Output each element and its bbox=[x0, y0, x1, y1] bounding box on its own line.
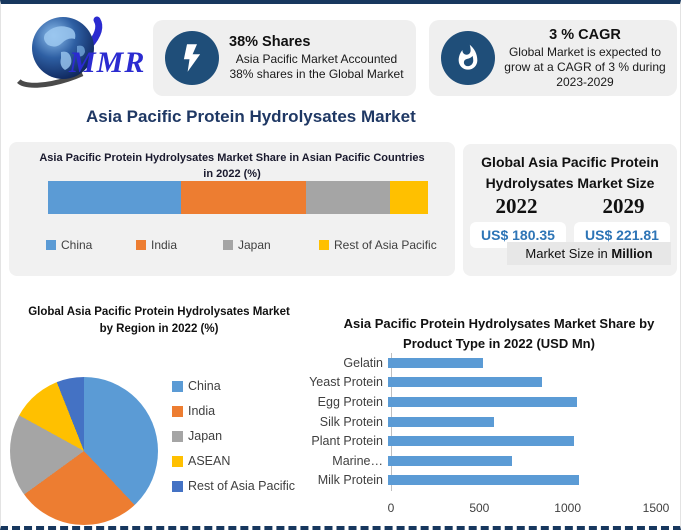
note-prefix: Market Size in bbox=[525, 246, 612, 261]
bar-track bbox=[388, 431, 653, 451]
bar-category-label: Gelatin bbox=[343, 355, 383, 370]
bar-category-label: Yeast Protein bbox=[309, 375, 383, 390]
bar bbox=[388, 396, 578, 407]
stacked-segment bbox=[181, 181, 307, 214]
legend-label: Rest of Asia Pacific bbox=[334, 238, 437, 252]
bar-track bbox=[388, 412, 653, 432]
legend-swatch-icon bbox=[172, 455, 183, 467]
legend-swatch-icon bbox=[223, 240, 233, 250]
flame-icon bbox=[441, 31, 495, 85]
pie-legend: China India Japan ASEAN Rest of Asia Pacific bbox=[172, 379, 295, 493]
stacked-bar-panel: Asia Pacific Protein Hydrolysates Market… bbox=[9, 142, 455, 276]
stat-description: Asia Pacific Market Accounted 38% shares… bbox=[229, 52, 404, 81]
bar-track bbox=[388, 451, 653, 471]
legend-swatch-icon bbox=[136, 240, 146, 250]
legend-label: Japan bbox=[238, 238, 271, 252]
bar-row: Marine… bbox=[301, 451, 669, 471]
product-rows: Gelatin Yeast Protein Egg Protein Silk Prot… bbox=[301, 353, 669, 490]
legend-swatch-icon bbox=[172, 405, 183, 417]
legend-item: Rest of Asia Pacific bbox=[319, 238, 437, 252]
legend-swatch-icon bbox=[46, 240, 56, 250]
stat-description: Global Market is expected to grow at a C… bbox=[504, 44, 666, 89]
legend-item: India bbox=[172, 404, 295, 418]
bar bbox=[388, 377, 542, 388]
note-unit: Million bbox=[611, 246, 653, 261]
bar-category-label: Silk Protein bbox=[319, 414, 383, 429]
legend-swatch-icon bbox=[319, 240, 329, 250]
logo-text: MMR bbox=[69, 46, 146, 79]
mmr-logo: MMR bbox=[11, 12, 156, 96]
x-tick-label: 500 bbox=[469, 501, 490, 515]
bar-row: Silk Protein bbox=[301, 412, 669, 432]
bar-row: Gelatin bbox=[301, 353, 669, 373]
market-size-panel: Global Asia Pacific Protein Hydrolysates… bbox=[463, 144, 677, 276]
market-size-years: 2022 2029 bbox=[463, 194, 677, 219]
stat-card-shares: 38% Shares Asia Pacific Market Accounted… bbox=[153, 20, 416, 96]
bar-row: Milk Protein bbox=[301, 471, 669, 491]
legend-item: Japan bbox=[223, 238, 319, 252]
legend-label: India bbox=[151, 238, 178, 252]
legend-swatch-icon bbox=[172, 380, 183, 392]
bar-category-label: Egg Protein bbox=[317, 394, 383, 409]
bar bbox=[388, 436, 574, 447]
lightning-icon bbox=[165, 31, 219, 85]
stat-title: 3 % CAGR bbox=[549, 26, 621, 43]
bar-row: Plant Protein bbox=[301, 431, 669, 451]
bar bbox=[388, 416, 494, 427]
product-bar-chart: Gelatin Yeast Protein Egg Protein Silk Prot… bbox=[301, 353, 669, 523]
legend-label: Japan bbox=[188, 429, 223, 443]
stat-card-text: 38% Shares Asia Pacific Market Accounted… bbox=[219, 34, 406, 82]
globe-icon bbox=[14, 16, 112, 88]
pie-chart-title: Global Asia Pacific Protein Hydrolysates… bbox=[28, 306, 290, 336]
bar bbox=[388, 475, 579, 486]
stat-title: 38% Shares bbox=[229, 34, 311, 50]
bar-track bbox=[388, 353, 653, 373]
stacked-legend: China India Japan Rest of Asia Pacific bbox=[46, 238, 446, 252]
stacked-segment bbox=[48, 181, 181, 214]
legend-item: ASEAN bbox=[172, 454, 295, 468]
stacked-segment bbox=[306, 181, 390, 214]
bar bbox=[388, 357, 484, 368]
legend-item: Japan bbox=[172, 429, 295, 443]
product-chart-title: Asia Pacific Protein Hydrolysates Market… bbox=[343, 316, 655, 351]
stat-card-cagr: 3 % CAGR Global Market is expected to gr… bbox=[429, 20, 677, 96]
stat-card-text: 3 % CAGR Global Market is expected to gr… bbox=[495, 27, 667, 90]
legend-label: China bbox=[61, 238, 93, 252]
legend-label: India bbox=[188, 404, 216, 418]
x-tick-label: 1000 bbox=[554, 501, 582, 515]
market-size-note: Market Size in Million bbox=[507, 242, 671, 265]
x-tick-label: 0 bbox=[387, 501, 395, 515]
year-2022-label: 2022 bbox=[495, 194, 538, 218]
x-tick-label: 1500 bbox=[642, 501, 670, 515]
legend-item: India bbox=[136, 238, 223, 252]
page-title: Asia Pacific Protein Hydrolysates Market bbox=[86, 107, 416, 126]
bar bbox=[388, 455, 512, 466]
bar-track bbox=[388, 471, 653, 491]
legend-item: China bbox=[172, 379, 295, 393]
legend-swatch-icon bbox=[172, 480, 183, 492]
legend-swatch-icon bbox=[172, 430, 183, 442]
legend-label: ASEAN bbox=[188, 454, 231, 468]
product-xaxis: 0 500 1000 1500 bbox=[387, 501, 670, 517]
stacked-bar bbox=[48, 181, 428, 214]
bar-track bbox=[388, 392, 653, 412]
bar-track bbox=[388, 373, 653, 393]
stacked-chart-title: Asia Pacific Protein Hydrolysates Market… bbox=[39, 152, 425, 180]
legend-item: Rest of Asia Pacific bbox=[172, 479, 295, 493]
market-size-title: Global Asia Pacific Protein Hydrolysates… bbox=[481, 154, 659, 191]
market-size-value-2022: US$ 180.35 bbox=[470, 222, 566, 248]
legend-label: China bbox=[188, 379, 221, 393]
pie-chart bbox=[10, 377, 158, 525]
year-2029-label: 2029 bbox=[602, 194, 645, 218]
bar-category-label: Marine… bbox=[332, 453, 383, 468]
legend-item: China bbox=[46, 238, 136, 252]
bar-row: Egg Protein bbox=[301, 392, 669, 412]
stacked-segment bbox=[390, 181, 428, 214]
legend-label: Rest of Asia Pacific bbox=[188, 479, 295, 493]
bar-category-label: Plant Protein bbox=[311, 434, 383, 449]
bar-category-label: Milk Protein bbox=[317, 473, 383, 488]
bar-row: Yeast Protein bbox=[301, 373, 669, 393]
